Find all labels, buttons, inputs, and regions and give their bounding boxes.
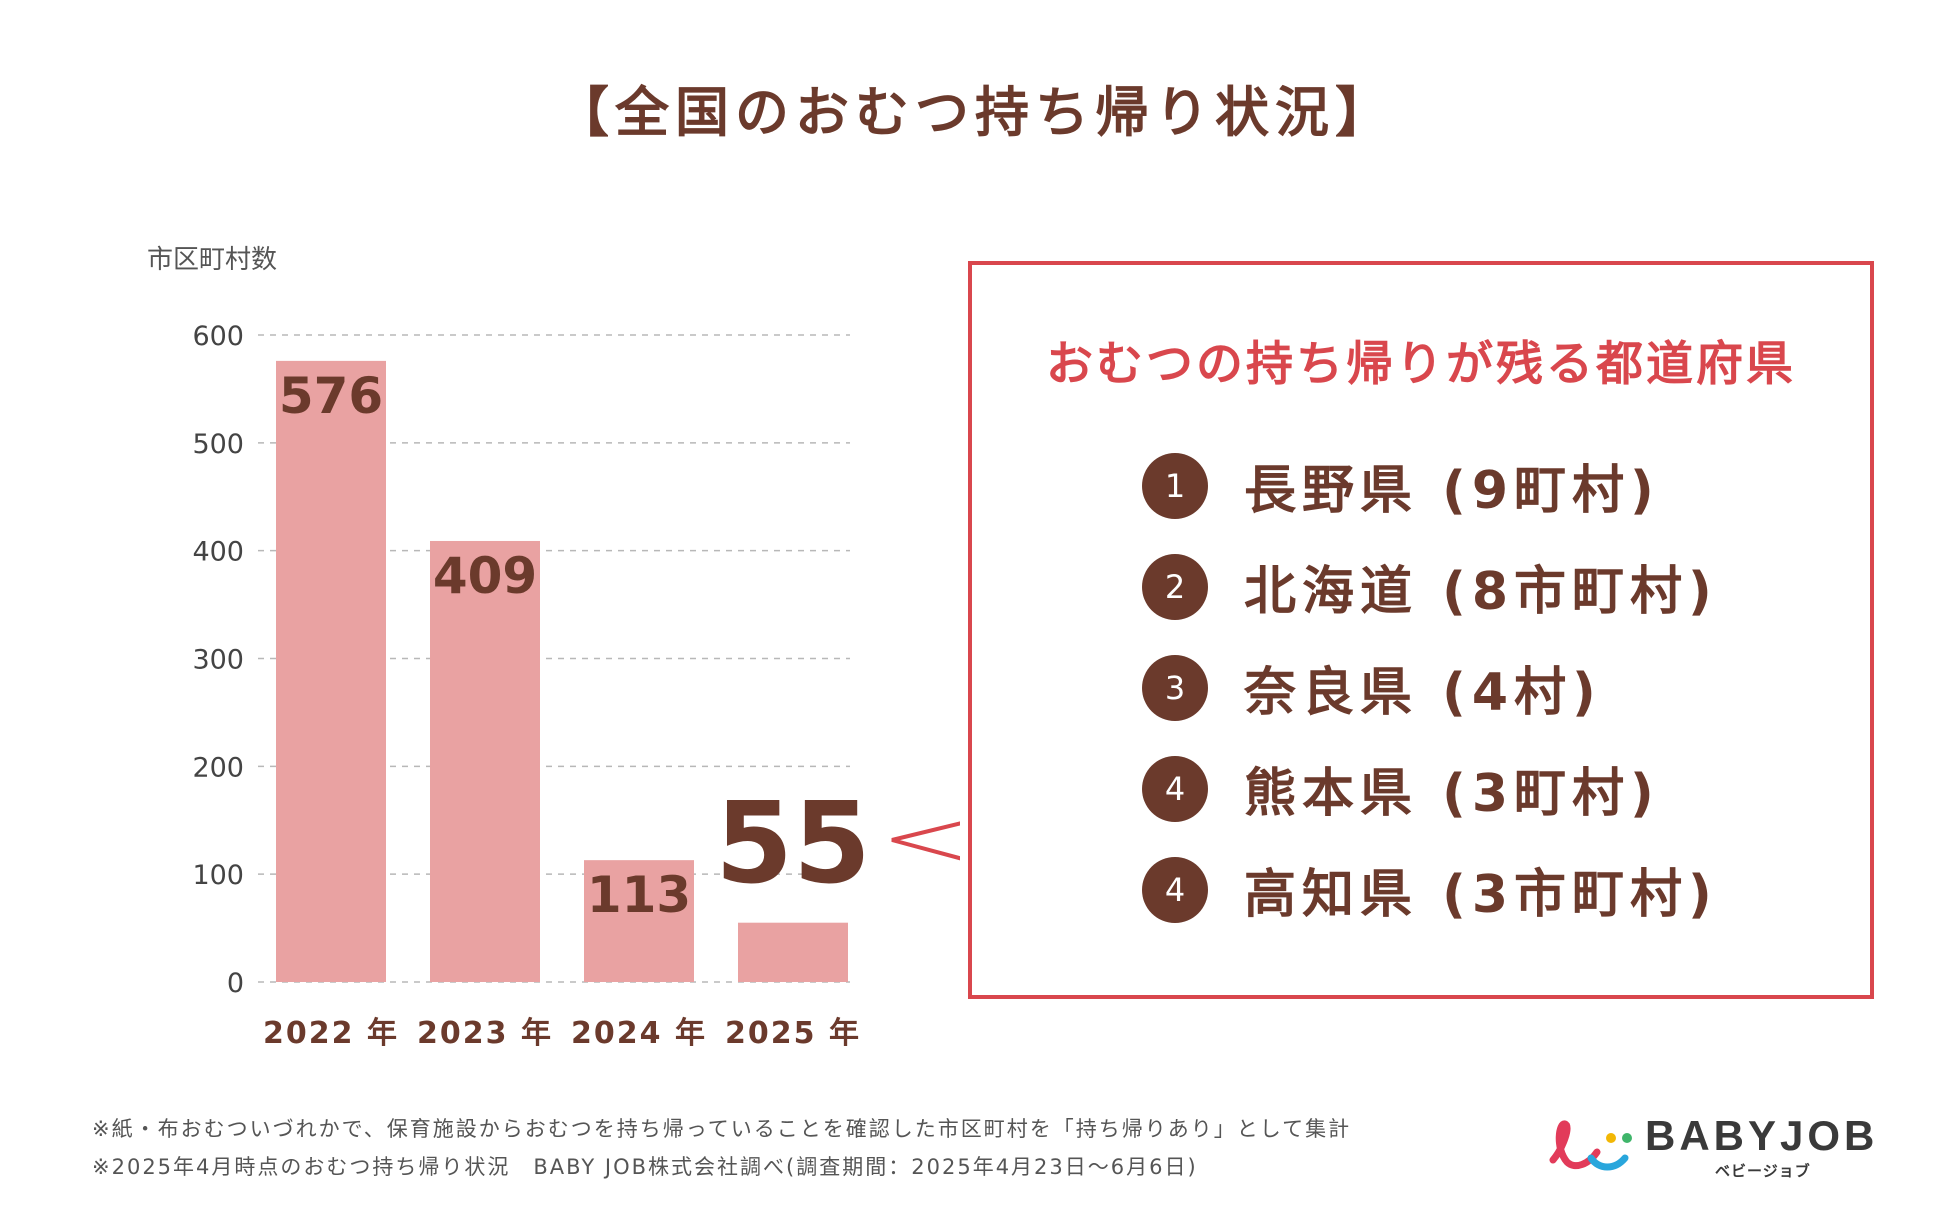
rank-badge: 2 [1142, 553, 1208, 620]
prefecture-label: 奈良県 (4村) [1244, 663, 1602, 723]
prefecture-label: 北海道 (8市町村) [1244, 562, 1718, 622]
ranking-list: 1 長野県 (9町村) 2 北海道 (8市町村) 3 奈良県 (4村) 4 熊本… [1142, 435, 1718, 940]
bar [276, 360, 386, 982]
logo: BABYJOB ベビージョブ [1545, 1108, 1879, 1180]
data-label: 409 [433, 547, 537, 605]
bar [738, 922, 848, 982]
list-item: 4 熊本県 (3町村) [1142, 738, 1718, 839]
data-label: 113 [587, 866, 691, 924]
prefecture-label: 長野県 (9町村) [1244, 461, 1660, 521]
y-tick-label: 300 [192, 645, 244, 676]
rank-badge: 1 [1142, 452, 1208, 519]
logo-kana: ベビージョブ [1715, 1162, 1811, 1180]
x-tick-label: 2025 年 [725, 1016, 861, 1051]
logo-wordmark: BABYJOB [1645, 1112, 1879, 1159]
list-item: 1 長野県 (9町村) [1142, 435, 1718, 536]
y-tick-label: 600 [192, 321, 244, 352]
bar-chart: 市区町村数 0 100 200 300 400 500 600 2022 年 576 2023 … [147, 245, 960, 1051]
y-tick-label: 400 [192, 537, 244, 568]
data-label: 576 [279, 367, 383, 425]
data-label: 55 [715, 779, 871, 909]
list-item: 4 高知県 (3市町村) [1142, 839, 1718, 940]
y-tick-label: 100 [192, 860, 244, 891]
callout-title: おむつの持ち帰りが残る都道府県 [1046, 337, 1796, 392]
callout-box: おむつの持ち帰りが残る都道府県 1 長野県 (9町村) 2 北海道 (8市町村)… [968, 261, 1874, 999]
footnotes: ※紙・布おむついづれかで、保育施設からおむつを持ち帰っていることを確認した市区町… [92, 1110, 1351, 1186]
y-tick-label: 0 [227, 968, 244, 999]
list-item: 3 奈良県 (4村) [1142, 637, 1718, 738]
footnote-1: ※紙・布おむついづれかで、保育施設からおむつを持ち帰っていることを確認した市区町… [92, 1117, 1352, 1141]
callout-pointer [891, 821, 960, 861]
x-tick-label: 2022 年 [263, 1016, 399, 1051]
x-tick-label: 2023 年 [417, 1016, 553, 1051]
page-title: 【全国のおむつ持ち帰り状況】 [555, 81, 1395, 144]
y-tick-label: 200 [192, 752, 244, 783]
list-item: 2 北海道 (8市町村) [1142, 536, 1718, 637]
prefecture-label: 高知県 (3市町村) [1244, 865, 1718, 925]
rank-badge: 4 [1142, 755, 1208, 822]
bar [430, 540, 540, 982]
x-tick-label: 2024 年 [571, 1016, 707, 1051]
logo-mark-icon [1549, 1120, 1632, 1171]
rank-badge: 4 [1142, 856, 1208, 923]
y-tick-label: 500 [192, 429, 244, 460]
bar [584, 860, 694, 982]
y-axis-label: 市区町村数 [147, 245, 277, 275]
prefecture-label: 熊本県 (3町村) [1244, 764, 1660, 824]
rank-badge: 3 [1142, 654, 1208, 721]
footnote-2: ※2025年4月時点のおむつ持ち帰り状況 BABY JOB株式会社調べ(調査期間… [92, 1155, 1198, 1179]
